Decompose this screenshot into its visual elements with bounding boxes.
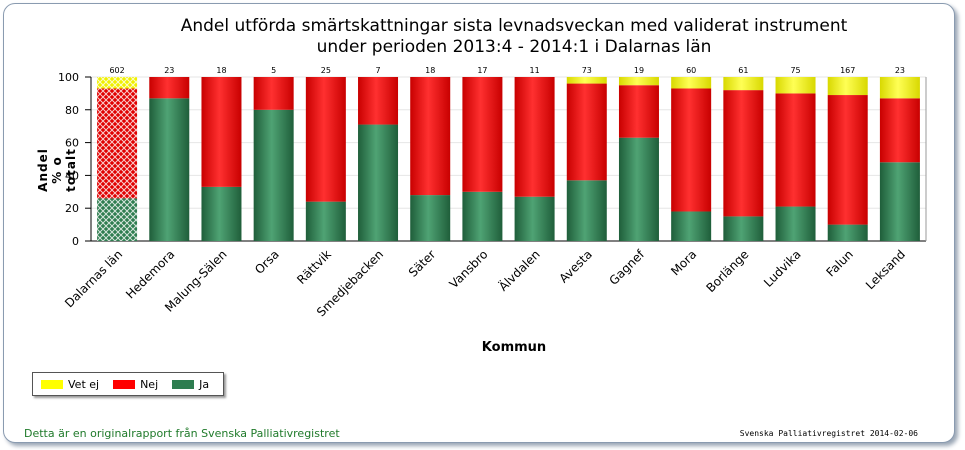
bar-ja [827,224,868,241]
chart-frame: Andel utförda smärtskattningar sista lev… [3,3,955,443]
bar-count-label: 19 [634,66,644,75]
legend-swatch-nej [113,379,136,389]
y-axis-label: Andel % o totalt [36,148,78,192]
legend: Vet ej Nej Ja [32,372,224,396]
legend-label-nej: Nej [140,377,159,391]
bar-nej [201,77,242,187]
bar-count-label: 61 [738,66,748,75]
x-tick-label: Säter [406,247,439,280]
bar-ja [358,124,399,241]
y-tick-label: 80 [65,104,79,117]
bar-count-label: 602 [109,66,124,75]
bar-vet-ej [97,77,138,89]
x-tick-label: Falun [824,247,856,279]
footer-registry-date: Svenska Palliativregistret 2014-02-06 [739,429,918,438]
bar-nej [775,93,816,207]
x-tick-label: Orsa [252,247,282,277]
x-tick-label: Mora [668,247,699,278]
legend-label-ja: Ja [199,377,210,391]
bar-nej [723,90,764,217]
y-tick-label: 0 [72,235,79,248]
bar-ja [253,109,294,241]
bar-ja [462,191,503,241]
footer-source-note: Detta är en originalrapport från Svenska… [24,427,340,440]
bar-ja [723,216,764,241]
bar-nej [358,77,399,125]
bar-ja [775,206,816,241]
bar-nej [97,88,138,199]
bar-nej [827,95,868,225]
bar-count-label: 25 [321,66,331,75]
bar-nej [410,77,451,196]
bar-ja [566,180,607,241]
bar-vet-ej [566,77,607,84]
legend-swatch-ja [172,379,195,389]
x-tick-label: Älvdalen [495,247,542,294]
stacked-bar-chart: 0 20 40 60 80 100 602 Dalarnas län 23 Hedemora 18 M… [58,66,927,319]
bar-nej [671,88,712,212]
x-tick-label: Vansbro [447,247,491,291]
bar-count-label: 23 [895,66,905,75]
bar-ja [879,162,920,241]
x-tick-label: Ludvika [761,247,804,290]
bar-vet-ej [827,77,868,96]
bar-vet-ej [671,77,712,89]
x-tick-label: Borlänge [704,247,752,295]
x-tick-label: Avesta [556,247,594,285]
bar-nej [305,77,346,202]
legend-label-vet-ej: Vet ej [68,377,100,391]
bar-count-label: 23 [164,66,174,75]
x-tick-label: Hedemora [123,247,177,301]
bar-nej [618,85,659,138]
bar-nej [514,77,555,197]
legend-item-nej: Nej [113,378,158,391]
bar-count-label: 167 [840,66,855,75]
bar-count-label: 75 [790,66,800,75]
legend-item-vet-ej: Vet ej [41,378,99,391]
bar-ja [97,198,138,241]
bar-count-label: 18 [216,66,226,75]
bar-ja [410,195,451,241]
bar-nej [149,77,190,99]
bar-vet-ej [879,77,920,99]
bar-count-label: 11 [530,66,540,75]
bar-count-label: 73 [582,66,592,75]
bar-nej [462,77,503,192]
title-line-1: Andel utförda smärtskattningar sista lev… [180,16,848,36]
legend-swatch-vet-ej [41,379,63,389]
x-tick-label: Gagnef [606,247,647,288]
bar-count-label: 7 [375,66,380,75]
bar-nej [253,77,294,110]
y-tick-label: 20 [65,202,79,215]
bar-ja [201,186,242,241]
bar-vet-ej [723,77,764,91]
x-axis-label: Kommun [481,340,547,355]
bar-count-label: 5 [271,66,276,75]
bar-ja [618,137,659,241]
bar-vet-ej [618,77,659,86]
bar-nej [879,98,920,163]
bar-ja [514,196,555,241]
legend-item-ja: Ja [172,378,209,391]
bar-ja [149,98,190,241]
y-tick-label: 40 [65,169,79,182]
bar-ja [305,201,346,241]
y-tick-label: 100 [58,71,79,84]
bar-count-label: 17 [477,66,487,75]
chart-title: Andel utförda smärtskattningar sista lev… [124,16,904,58]
bar-vet-ej [775,77,816,94]
bar-ja [671,211,712,241]
bar-nej [566,83,607,181]
bar-count-label: 60 [686,66,696,75]
x-tick-label: Dalarnas län [62,247,125,310]
title-line-2: under perioden 2013:4 - 2014:1 i Dalarna… [316,37,712,57]
bar-count-label: 18 [425,66,435,75]
x-tick-label: Leksand [863,247,908,292]
x-tick-label: Rättvik [294,247,334,287]
y-tick-label: 60 [65,137,79,150]
